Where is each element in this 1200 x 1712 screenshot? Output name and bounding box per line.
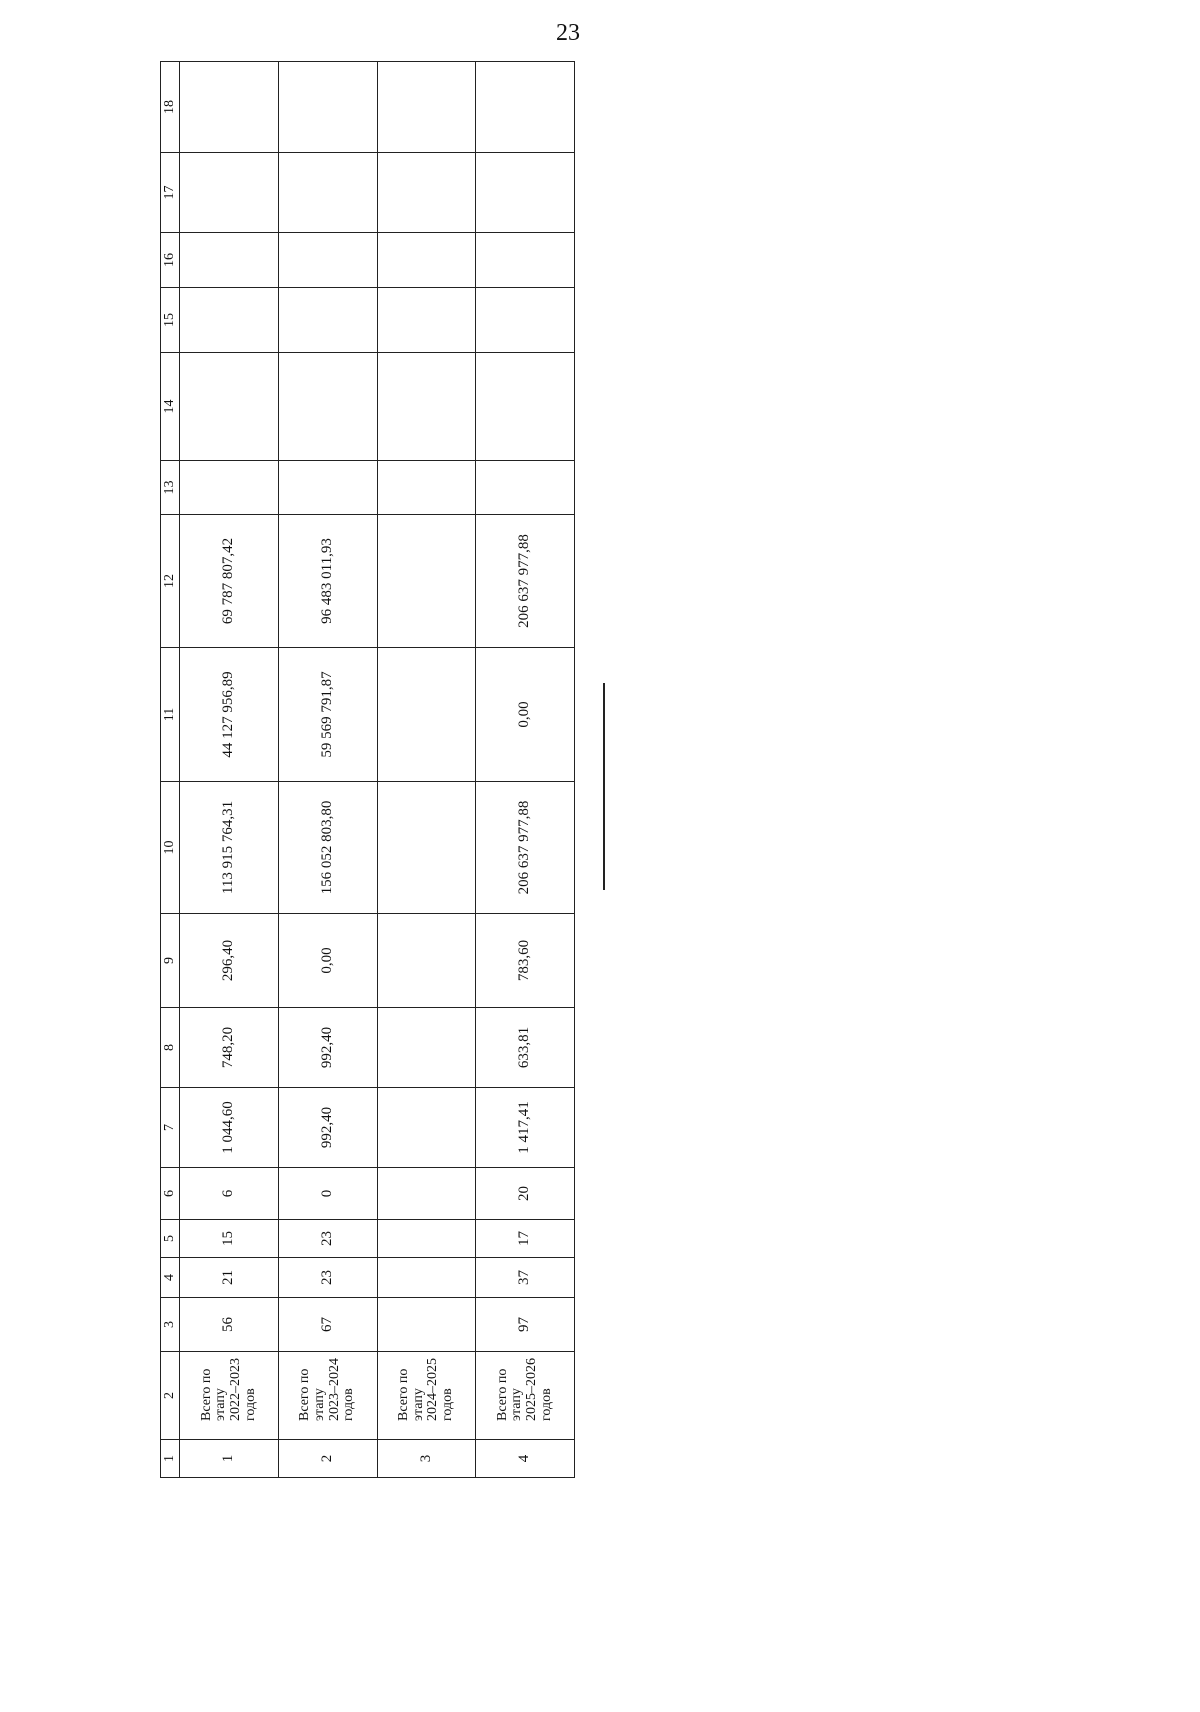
table-cell <box>179 352 279 461</box>
stage-totals-table: 1 2 3 4 5 6 7 8 9 10 11 12 13 14 15 16 17 18 1 Всего по эта… <box>160 61 575 1478</box>
table-cell: 44 127 956,89 <box>179 647 279 782</box>
table-cell: 0 <box>278 1167 378 1220</box>
table-cell <box>475 287 575 353</box>
table-cell <box>377 287 476 353</box>
column-number-cell: 16 <box>160 232 180 288</box>
table-cell <box>377 913 476 1008</box>
column-number-cell: 12 <box>160 514 180 648</box>
column-number-cell: 18 <box>160 61 180 153</box>
column-number-cell: 15 <box>160 287 180 353</box>
table-row: 3 Всего по этапу 2024–2025 годов <box>377 61 476 1478</box>
row-number-cell: 2 <box>278 1439 378 1478</box>
table-cell <box>278 152 378 233</box>
table-cell: 783,60 <box>475 913 575 1008</box>
rotated-table-container: 1 2 3 4 5 6 7 8 9 10 11 12 13 14 15 16 17 18 1 Всего по эта… <box>160 61 575 1478</box>
table-cell: 1 044,60 <box>179 1087 279 1168</box>
table-cell <box>377 1219 476 1258</box>
table-cell <box>278 352 378 461</box>
table-cell: 97 <box>475 1297 575 1352</box>
table-row: 2 Всего по этапу 2023–2024 годов 67 23 23 0 99… <box>278 61 378 1478</box>
table-cell <box>475 61 575 153</box>
column-number-cell: 1 <box>160 1439 180 1478</box>
column-number-cell: 13 <box>160 460 180 515</box>
column-number-cell: 17 <box>160 152 180 233</box>
table-cell <box>377 1257 476 1298</box>
table-cell <box>377 1007 476 1088</box>
stage-label-cell: Всего по этапу 2025–2026 годов <box>475 1351 575 1440</box>
table-cell: 0,00 <box>278 913 378 1008</box>
table-cell <box>179 460 279 515</box>
table-cell: 37 <box>475 1257 575 1298</box>
table-cell: 748,20 <box>179 1007 279 1088</box>
column-number-cell: 14 <box>160 352 180 461</box>
stage-label-cell: Всего по этапу 2023–2024 годов <box>278 1351 378 1440</box>
table-cell <box>377 781 476 914</box>
column-number-cell: 4 <box>160 1257 180 1298</box>
table-cell: 6 <box>179 1167 279 1220</box>
stage-label-cell: Всего по этапу 2022–2023 годов <box>179 1351 279 1440</box>
table-cell: 296,40 <box>179 913 279 1008</box>
table-cell: 56 <box>179 1297 279 1352</box>
end-rule-divider <box>603 683 605 890</box>
table-row: 1 Всего по этапу 2022–2023 годов 56 21 15 6 1 … <box>179 61 279 1478</box>
table-cell: 206 637 977,88 <box>475 781 575 914</box>
table-cell: 113 915 764,31 <box>179 781 279 914</box>
table-cell <box>377 1087 476 1168</box>
column-number-cell: 11 <box>160 647 180 782</box>
table-cell: 20 <box>475 1167 575 1220</box>
table-cell: 21 <box>179 1257 279 1298</box>
table-cell: 206 637 977,88 <box>475 514 575 648</box>
table-cell <box>377 152 476 233</box>
table-cell <box>179 61 279 153</box>
column-number-cell: 10 <box>160 781 180 914</box>
column-number-cell: 5 <box>160 1219 180 1258</box>
table-row: 4 Всего по этапу 2025–2026 годов 97 37 17 20 1… <box>475 61 575 1478</box>
table-cell <box>475 352 575 461</box>
table-cell: 15 <box>179 1219 279 1258</box>
table-cell: 0,00 <box>475 647 575 782</box>
stage-label-cell: Всего по этапу 2024–2025 годов <box>377 1351 476 1440</box>
table-cell <box>377 352 476 461</box>
table-cell <box>278 232 378 288</box>
table-cell: 1 417,41 <box>475 1087 575 1168</box>
table-cell <box>377 514 476 648</box>
column-number-cell: 6 <box>160 1167 180 1220</box>
table-cell <box>377 232 476 288</box>
column-number-cell: 2 <box>160 1351 180 1440</box>
row-number-cell: 4 <box>475 1439 575 1478</box>
table-cell <box>475 232 575 288</box>
table-cell: 992,40 <box>278 1007 378 1088</box>
table-cell <box>377 647 476 782</box>
table-cell <box>278 287 378 353</box>
table-cell <box>179 287 279 353</box>
table-cell: 992,40 <box>278 1087 378 1168</box>
table-cell: 96 483 011,93 <box>278 514 378 648</box>
table-cell <box>179 152 279 233</box>
table-cell <box>377 1167 476 1220</box>
table-cell <box>377 460 476 515</box>
table-cell <box>475 152 575 233</box>
table-cell: 69 787 807,42 <box>179 514 279 648</box>
row-number-cell: 3 <box>377 1439 476 1478</box>
page-number: 23 <box>556 20 580 46</box>
table-cell: 633,81 <box>475 1007 575 1088</box>
table-cell <box>179 232 279 288</box>
table-cell: 17 <box>475 1219 575 1258</box>
column-number-row: 1 2 3 4 5 6 7 8 9 10 11 12 13 14 15 16 17 18 <box>160 61 180 1478</box>
table-cell <box>377 1297 476 1352</box>
table-cell: 67 <box>278 1297 378 1352</box>
table-cell <box>377 61 476 153</box>
table-cell <box>278 460 378 515</box>
table-cell <box>475 460 575 515</box>
table-cell: 156 052 803,80 <box>278 781 378 914</box>
table-cell: 23 <box>278 1257 378 1298</box>
column-number-cell: 3 <box>160 1297 180 1352</box>
row-number-cell: 1 <box>179 1439 279 1478</box>
table-cell <box>278 61 378 153</box>
column-number-cell: 8 <box>160 1007 180 1088</box>
column-number-cell: 9 <box>160 913 180 1008</box>
table-cell: 59 569 791,87 <box>278 647 378 782</box>
table-cell: 23 <box>278 1219 378 1258</box>
column-number-cell: 7 <box>160 1087 180 1168</box>
